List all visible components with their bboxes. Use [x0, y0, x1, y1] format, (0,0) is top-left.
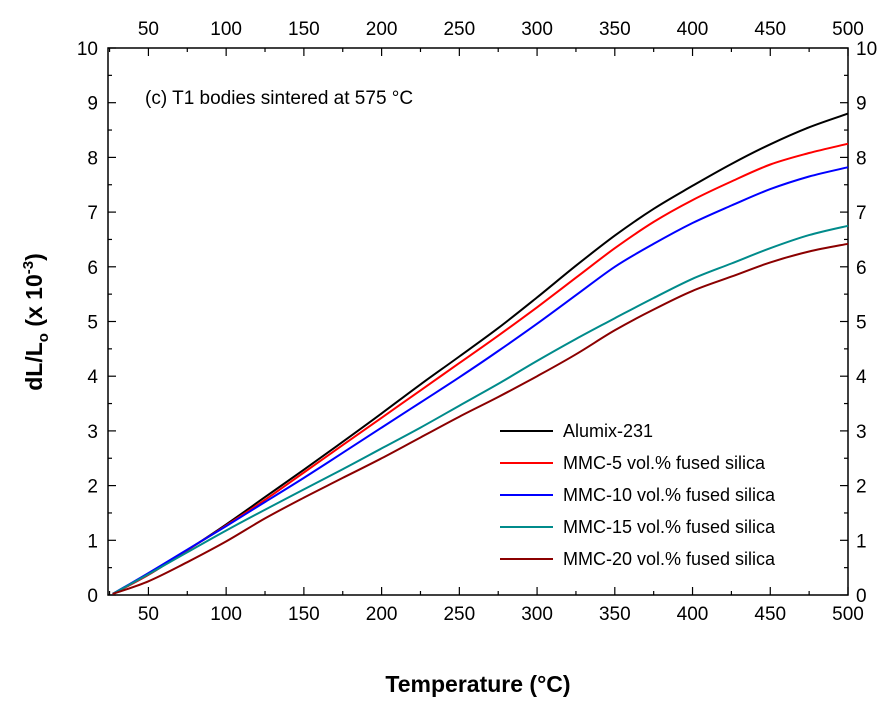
y-tick-label-left: 7 — [87, 203, 98, 224]
x-tick-label-top: 250 — [443, 19, 475, 40]
x-tick-label-top: 200 — [366, 19, 398, 40]
y-tick-label-left: 8 — [87, 148, 98, 169]
x-tick-label-bottom: 100 — [210, 604, 242, 625]
y-tick-label-left: 4 — [87, 367, 98, 388]
y-axis-title-sub: o — [35, 333, 52, 342]
series-line-4 — [112, 224, 849, 595]
x-tick-label-top: 400 — [677, 19, 709, 40]
x-tick-label-bottom: 400 — [677, 604, 709, 625]
series-lines — [112, 112, 849, 595]
x-axis-title: Temperature (°C) — [385, 671, 570, 697]
x-tick-label-bottom: 350 — [599, 604, 631, 625]
x-tick-label-bottom: 500 — [832, 604, 864, 625]
series-line-3 — [112, 166, 849, 595]
y-tick-label-left: 9 — [87, 94, 98, 115]
y-tick-label-left: 3 — [87, 422, 98, 443]
x-tick-label-bottom: 200 — [366, 604, 398, 625]
series-line-1 — [112, 112, 849, 595]
x-tick-label-top: 150 — [288, 19, 320, 40]
y-tick-label-right: 2 — [856, 477, 867, 498]
y-tick-label-right: 8 — [856, 148, 867, 169]
x-tick-label-bottom: 300 — [521, 604, 553, 625]
legend-label-2: MMC-5 vol.% fused silica — [563, 453, 766, 473]
y-tick-label-right: 0 — [856, 586, 867, 607]
legend-label-4: MMC-15 vol.% fused silica — [563, 517, 776, 537]
legend-label-3: MMC-10 vol.% fused silica — [563, 485, 776, 505]
y-tick-label-left: 6 — [87, 258, 98, 279]
y-axis-title-close: ) — [21, 253, 47, 261]
x-tick-label-top: 500 — [832, 19, 864, 40]
legend-label-5: MMC-20 vol.% fused silica — [563, 549, 776, 569]
y-tick-label-left: 10 — [77, 39, 98, 60]
x-tick-label-bottom: 150 — [288, 604, 320, 625]
x-tick-label-top: 50 — [138, 19, 159, 40]
x-tick-label-top: 450 — [754, 19, 786, 40]
legend: Alumix-231 MMC-5 vol.% fused silica MMC-10… — [500, 421, 776, 569]
y-axis-title-sup: -3 — [20, 261, 37, 274]
legend-label-1: Alumix-231 — [563, 421, 653, 441]
x-tick-label-top: 300 — [521, 19, 553, 40]
series-line-5 — [112, 242, 849, 595]
x-tick-label-bottom: 250 — [443, 604, 475, 625]
axis-ticks: 5050100100150150200200250250300300350350… — [77, 19, 877, 625]
x-tick-label-top: 350 — [599, 19, 631, 40]
x-tick-label-bottom: 450 — [754, 604, 786, 625]
y-axis-title-rest: (x 10 — [21, 274, 47, 333]
y-tick-label-left: 1 — [87, 531, 98, 552]
y-tick-label-right: 3 — [856, 422, 867, 443]
y-tick-label-left: 2 — [87, 477, 98, 498]
x-tick-label-top: 100 — [210, 19, 242, 40]
y-axis-title: dL/Lo (x 10-3) — [20, 253, 52, 391]
y-axis-title-main: dL/L — [21, 342, 47, 391]
y-tick-label-left: 0 — [87, 586, 98, 607]
y-tick-label-right: 1 — [856, 531, 867, 552]
y-tick-label-right: 10 — [856, 39, 877, 60]
y-tick-label-right: 4 — [856, 367, 867, 388]
chart-annotation: (c) T1 bodies sintered at 575 °C — [145, 88, 413, 109]
x-tick-label-bottom: 50 — [138, 604, 159, 625]
plot-frame — [107, 47, 849, 596]
y-tick-label-right: 6 — [856, 258, 867, 279]
y-tick-label-left: 5 — [87, 313, 98, 334]
y-tick-label-right: 7 — [856, 203, 867, 224]
y-tick-label-right: 9 — [856, 94, 867, 115]
y-tick-label-right: 5 — [856, 313, 867, 334]
